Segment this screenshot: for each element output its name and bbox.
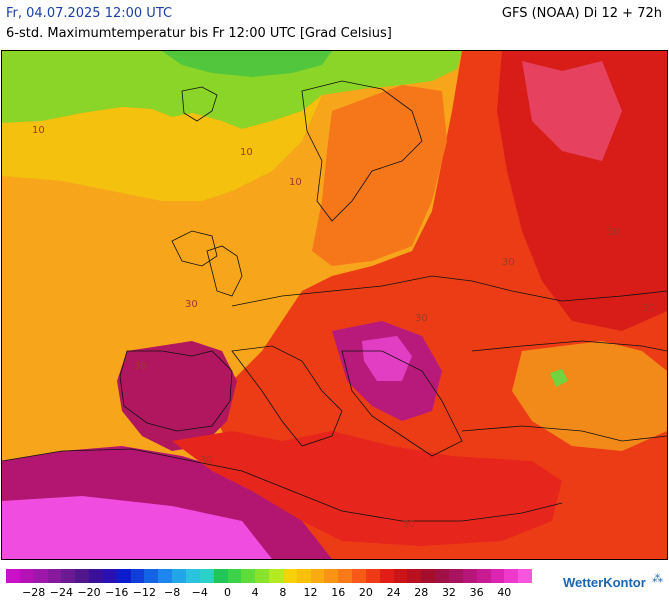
- legend-swatch: [255, 569, 270, 583]
- legend-swatch: [310, 569, 325, 583]
- contour-label: 30: [502, 257, 515, 268]
- legend-swatch: [518, 569, 533, 583]
- legend-swatch: [393, 569, 408, 583]
- model-run: GFS (NOAA) Di 12 + 72h: [501, 6, 662, 21]
- contour-label: 30: [402, 519, 415, 530]
- field-green-dark: [162, 51, 332, 77]
- legend-swatch: [338, 569, 353, 583]
- coastlines: [2, 80, 667, 522]
- legend-swatch: [490, 569, 505, 583]
- legend-swatch: [61, 569, 76, 583]
- legend-swatch: [462, 569, 477, 583]
- legend-tick-label: −12: [132, 586, 157, 599]
- contour-label: 10: [289, 177, 302, 188]
- legend-swatch: [144, 569, 159, 583]
- legend-swatch: [130, 569, 145, 583]
- legend-tick-label: 36: [469, 586, 484, 599]
- contour-label: 30: [607, 227, 620, 238]
- legend-tick-label: −16: [105, 586, 129, 599]
- legend-tick-label: −28: [22, 586, 46, 599]
- contour-label: 30: [134, 361, 147, 372]
- legend-swatch: [102, 569, 117, 583]
- contour-label: 30: [200, 455, 213, 466]
- legend-swatch: [6, 569, 20, 583]
- legend-tick-label: 16: [331, 586, 346, 599]
- field-orange-east: [312, 85, 447, 266]
- legend-swatch: [352, 569, 366, 583]
- legend-swatch: [421, 569, 436, 583]
- legend-swatch: [365, 569, 380, 583]
- legend-tick-label: 0: [223, 586, 231, 599]
- field-orange-turkey: [512, 341, 667, 451]
- legend-swatch: [33, 569, 48, 583]
- contour-label: 10: [32, 125, 45, 136]
- field-yellow: [2, 95, 322, 201]
- legend-swatch: [185, 569, 200, 583]
- legend-swatch: [116, 569, 131, 583]
- legend-tick-label: 8: [279, 586, 287, 599]
- legend-swatch: [449, 569, 463, 583]
- legend-tick-label: −8: [163, 586, 181, 599]
- legend-ticks: −28 −24 −20 −16 −12 −8 −4 0 4 8 12 16 20 24 28 32 36 40: [6, 586, 532, 600]
- legend-swatch: [435, 569, 449, 583]
- legend-tick-label: 4: [251, 586, 259, 599]
- field-green-turkey: [550, 369, 568, 387]
- legend-tick-label: 32: [441, 586, 456, 599]
- legend-swatch: [89, 569, 103, 583]
- legend-tick-label: 20: [358, 586, 373, 599]
- contour-label: 30: [415, 313, 428, 324]
- legend-swatch: [199, 569, 214, 583]
- field-pink-balkans: [362, 336, 412, 381]
- valid-time: Fr, 04.07.2025 12:00 UTC: [6, 6, 173, 21]
- legend-swatch: [296, 569, 311, 583]
- contour-label: 10: [240, 147, 253, 158]
- legend-swatch: [476, 569, 491, 583]
- legend-tick-label: −4: [191, 586, 208, 599]
- legend-swatch: [75, 569, 90, 583]
- legend-tick-label: −20: [77, 586, 101, 599]
- legend-swatch: [47, 569, 62, 583]
- temperature-map[interactable]: 10 10 10 30 30 30 30 30 30 30 30: [1, 50, 668, 560]
- legend-tick-label: −24: [49, 586, 73, 599]
- legend-swatch: [241, 569, 256, 583]
- legend-tick-label: 28: [414, 586, 429, 599]
- legend-swatch: [19, 569, 34, 583]
- rain-drops-icon: ⁂: [652, 572, 663, 585]
- legend-swatch: [282, 569, 297, 583]
- legend-tick-label: 12: [303, 586, 318, 599]
- legend-swatch: [227, 569, 242, 583]
- legend-tick-label: 40: [497, 586, 512, 599]
- legend-swatch: [172, 569, 186, 583]
- brand-logo[interactable]: WetterKontor: [563, 575, 646, 590]
- legend-swatch: [407, 569, 422, 583]
- contour-label: 30: [642, 303, 655, 314]
- legend-swatch: [269, 569, 283, 583]
- legend-swatch: [504, 569, 519, 583]
- legend-tick-label: 24: [386, 586, 401, 599]
- legend-swatch: [324, 569, 339, 583]
- color-legend: [6, 569, 533, 583]
- field-sea-red: [172, 431, 562, 546]
- legend-swatch: [158, 569, 173, 583]
- field-pink-ne: [522, 61, 622, 161]
- legend-swatch: [213, 569, 228, 583]
- legend-swatch: [379, 569, 394, 583]
- field-magenta-iberia: [117, 341, 237, 451]
- field-green-north: [2, 51, 462, 129]
- parameter-title: 6-std. Maximumtemperatur bis Fr 12:00 UT…: [6, 26, 392, 41]
- field-pink-africa: [2, 496, 272, 559]
- contour-label: 30: [185, 299, 198, 310]
